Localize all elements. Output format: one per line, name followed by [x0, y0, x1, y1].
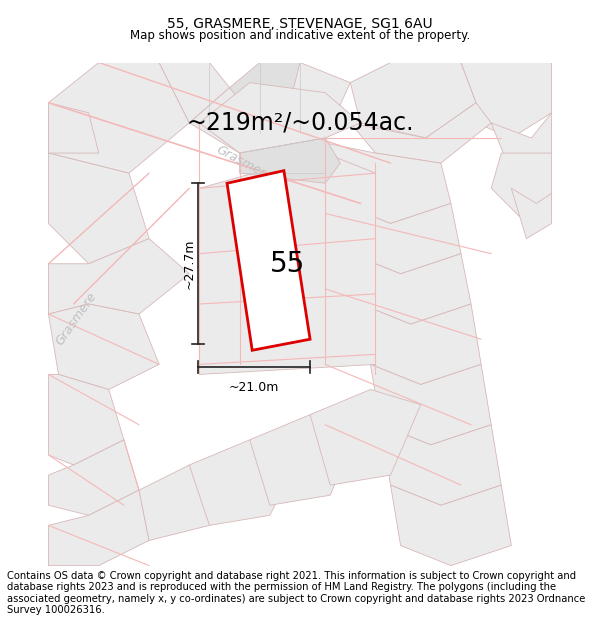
Text: Map shows position and indicative extent of the property.: Map shows position and indicative extent…	[130, 29, 470, 42]
Polygon shape	[190, 62, 350, 153]
Polygon shape	[230, 62, 300, 112]
Polygon shape	[49, 304, 159, 389]
Polygon shape	[350, 254, 471, 324]
Text: 55, GRASMERE, STEVENAGE, SG1 6AU: 55, GRASMERE, STEVENAGE, SG1 6AU	[167, 18, 433, 31]
Polygon shape	[49, 490, 149, 566]
Polygon shape	[190, 440, 300, 526]
Polygon shape	[159, 62, 230, 123]
Polygon shape	[340, 203, 461, 274]
Text: ~219m²/~0.054ac.: ~219m²/~0.054ac.	[186, 111, 414, 135]
Polygon shape	[239, 138, 340, 183]
Polygon shape	[325, 143, 451, 224]
Polygon shape	[49, 440, 139, 515]
Text: ~27.7m: ~27.7m	[183, 239, 196, 289]
Polygon shape	[49, 239, 190, 314]
Polygon shape	[461, 62, 551, 138]
Polygon shape	[199, 82, 361, 153]
Polygon shape	[370, 364, 491, 445]
Polygon shape	[49, 62, 190, 173]
Polygon shape	[250, 415, 361, 505]
Polygon shape	[380, 425, 501, 505]
Polygon shape	[310, 389, 421, 485]
Text: 55: 55	[270, 250, 305, 278]
Polygon shape	[49, 102, 99, 153]
Polygon shape	[350, 102, 491, 163]
Polygon shape	[49, 153, 149, 264]
Polygon shape	[49, 374, 124, 465]
Text: Contains OS data © Crown copyright and database right 2021. This information is : Contains OS data © Crown copyright and d…	[7, 571, 586, 616]
Polygon shape	[199, 153, 376, 374]
Polygon shape	[227, 171, 310, 350]
Text: Grasmere: Grasmere	[214, 143, 275, 183]
Polygon shape	[491, 153, 551, 224]
Polygon shape	[511, 188, 551, 239]
Polygon shape	[361, 304, 481, 384]
Text: ~21.0m: ~21.0m	[229, 381, 280, 394]
Polygon shape	[391, 485, 511, 566]
Polygon shape	[491, 112, 551, 173]
Polygon shape	[139, 465, 239, 541]
Polygon shape	[350, 62, 476, 138]
Text: Grasmere: Grasmere	[53, 290, 99, 348]
